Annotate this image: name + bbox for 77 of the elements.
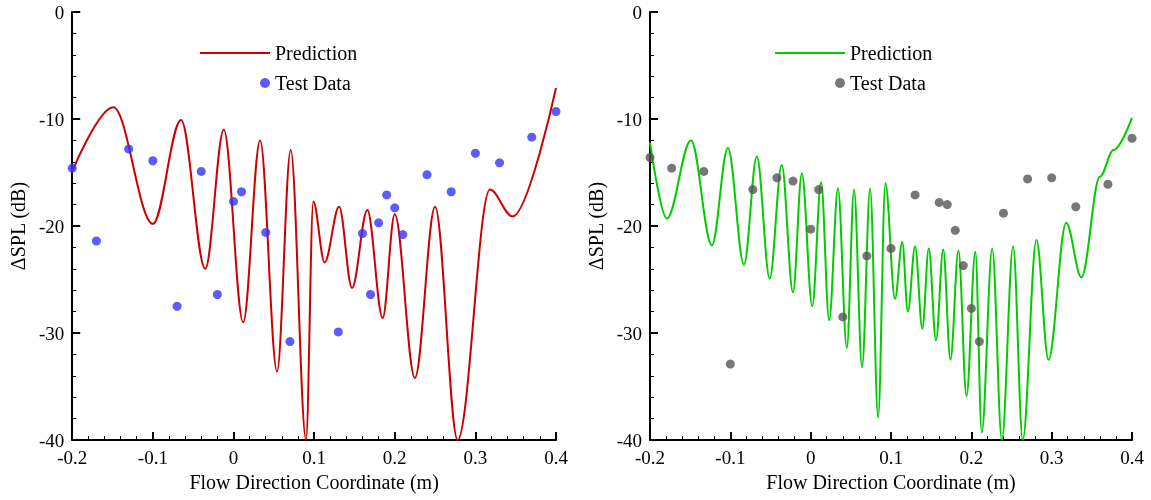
point — [814, 185, 824, 195]
point — [788, 176, 798, 186]
x-axis-title: Flow Direction Coordinate (m) — [766, 471, 1016, 494]
point — [838, 312, 848, 322]
point — [966, 303, 976, 313]
point — [422, 170, 432, 180]
point — [333, 327, 343, 337]
x-tick-label: -0.1 — [715, 447, 746, 468]
point — [446, 187, 456, 197]
point — [390, 203, 400, 213]
point — [366, 289, 376, 299]
x-tick-label: 0.2 — [382, 447, 407, 468]
point — [148, 156, 158, 166]
point — [862, 251, 872, 261]
y-axis-title: ΔSPL (dB) — [584, 181, 608, 271]
y-tick-label: -30 — [38, 322, 65, 344]
x-tick-label: 0.3 — [1039, 447, 1064, 468]
x-tick-label: 0.1 — [879, 447, 903, 468]
point — [1047, 173, 1057, 183]
point — [1127, 133, 1137, 143]
point — [398, 230, 408, 240]
point — [358, 228, 367, 238]
point — [285, 337, 295, 347]
point — [910, 190, 920, 200]
y-tick-label: -20 — [616, 215, 642, 237]
point — [495, 158, 505, 168]
point — [527, 132, 537, 142]
point — [699, 166, 709, 176]
point — [470, 148, 480, 158]
legend-label: Test Data — [850, 72, 926, 94]
y-tick-label: -10 — [616, 108, 642, 130]
point — [196, 166, 206, 176]
y-tick-label: -10 — [38, 108, 65, 130]
point — [667, 163, 677, 173]
x-tick-label: 0.4 — [1120, 447, 1145, 468]
x-tick-label: 0 — [228, 447, 239, 468]
point — [374, 218, 384, 228]
y-axis-title: ΔSPL (dB) — [7, 181, 30, 271]
point — [172, 301, 182, 311]
legend-label: Prediction — [275, 42, 358, 64]
point — [806, 224, 816, 234]
legend-label: Test Data — [275, 72, 351, 94]
point — [958, 261, 968, 271]
x-tick-label: -0.1 — [137, 447, 168, 468]
point — [237, 187, 247, 197]
point — [67, 163, 77, 173]
point — [998, 208, 1008, 218]
point — [124, 144, 134, 154]
point — [645, 153, 655, 163]
point — [725, 359, 735, 369]
point — [942, 200, 952, 210]
point — [91, 236, 101, 246]
point — [228, 196, 238, 206]
legend-label: Prediction — [850, 42, 933, 64]
x-tick-label: 0.3 — [463, 447, 488, 468]
point — [1103, 179, 1113, 189]
point — [551, 107, 561, 117]
y-tick-label: 0 — [54, 1, 65, 23]
point — [934, 197, 944, 207]
point — [261, 227, 271, 237]
y-tick-label: 0 — [632, 1, 642, 23]
point — [212, 289, 222, 299]
y-tick-label: -30 — [616, 322, 642, 344]
point — [1071, 202, 1081, 212]
x-tick-label: 0 — [805, 447, 816, 468]
point — [886, 243, 896, 253]
point — [772, 173, 782, 183]
x-tick-label: 0.2 — [959, 447, 984, 468]
y-tick-label: -20 — [38, 215, 65, 237]
point — [382, 190, 392, 200]
x-axis-title: Flow Direction Coordinate (m) — [189, 471, 439, 494]
x-tick-label: 0.4 — [544, 447, 569, 468]
x-tick-label: 0.1 — [302, 447, 326, 468]
point — [950, 225, 960, 235]
point — [974, 337, 984, 347]
point — [1023, 174, 1033, 184]
point — [748, 185, 758, 195]
